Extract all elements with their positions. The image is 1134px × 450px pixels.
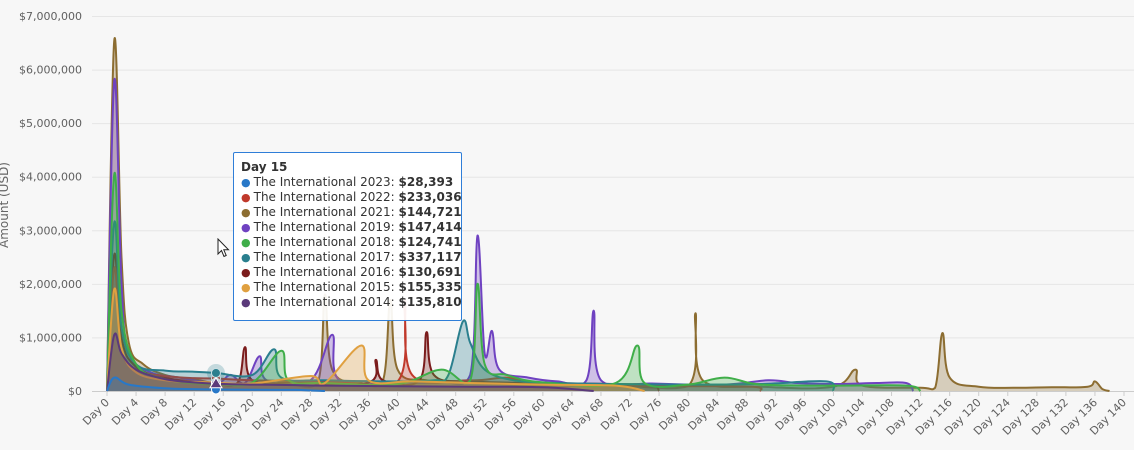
hover-markers [206, 363, 225, 395]
y-tick-label: $4,000,000 [19, 171, 82, 184]
series-area [107, 253, 660, 391]
y-tick-label: $6,000,000 [19, 64, 82, 77]
mouse-cursor-icon [217, 238, 230, 258]
tooltip-series-value: $147,414 [398, 220, 462, 234]
tooltip-series-name: The International 2015: [253, 280, 399, 294]
tooltip-series-name: The International 2014: [253, 295, 399, 309]
tooltip-row: ● The International 2021: $144,721 [241, 205, 462, 220]
tooltip-series-value: $28,393 [398, 175, 454, 189]
series-area [107, 333, 594, 391]
tooltip-row: ● The International 2019: $147,414 [241, 220, 462, 235]
tooltip-series-name: The International 2023: [253, 175, 399, 189]
tooltip-series-value: $130,691 [398, 265, 462, 279]
tooltip-series-value: $124,741 [398, 235, 462, 249]
series-dot-icon: ● [241, 266, 251, 279]
y-axis-title: Amount (USD) [0, 162, 11, 248]
tooltip-row: ● The International 2016: $130,691 [241, 265, 462, 280]
tooltip-series-name: The International 2017: [253, 250, 399, 264]
series-area [107, 78, 914, 391]
tooltip-row: ● The International 2017: $337,117 [241, 250, 462, 265]
tooltip-series-name: The International 2018: [253, 235, 399, 249]
tooltip: Day 15 ● The International 2023: $28,393 ●… [233, 152, 462, 321]
x-tick-label: Day 0 [80, 396, 112, 428]
hover-triangle-marker [209, 376, 223, 389]
y-tick-label: $3,000,000 [19, 224, 82, 237]
series-area [107, 221, 835, 391]
series-areas [106, 36, 1110, 392]
tooltip-series-name: The International 2022: [253, 190, 399, 204]
tooltip-series-name: The International 2016: [253, 265, 399, 279]
tooltip-series-name: The International 2019: [253, 220, 399, 234]
tooltip-series-value: $135,810 [398, 295, 462, 309]
series-the-international-2018 [106, 171, 922, 392]
tooltip-series-name: The International 2021: [253, 205, 399, 219]
series-dot-icon: ● [241, 206, 251, 219]
series-area [107, 172, 921, 391]
tooltip-series-value: $233,036 [398, 190, 462, 204]
series-dot-icon: ● [241, 281, 251, 294]
series-line [106, 171, 922, 392]
tooltip-series-value: $144,721 [398, 205, 462, 219]
series-area [107, 288, 645, 391]
tooltip-series-value: $337,117 [398, 250, 462, 264]
series-dot-icon: ● [241, 221, 251, 234]
series-line [106, 376, 325, 392]
y-tick-label: $1,000,000 [19, 331, 82, 344]
series-the-international-2019 [106, 77, 915, 392]
hover-halo [206, 363, 225, 382]
series-area [107, 377, 325, 391]
series-dot-icon: ● [241, 236, 251, 249]
series-dot-icon: ● [241, 176, 251, 189]
series-area [107, 267, 762, 391]
series-dot-icon: ● [241, 191, 251, 204]
y-tick-label: $0 [68, 385, 82, 398]
series-dot-icon: ● [241, 251, 251, 264]
tooltip-row: ● The International 2018: $124,741 [241, 235, 462, 250]
y-tick-label: $2,000,000 [19, 278, 82, 291]
series-the-international-2023 [106, 376, 325, 392]
y-tick-label: $7,000,000 [19, 10, 82, 23]
tooltip-row: ● The International 2015: $155,335 [241, 280, 462, 295]
tooltip-row: ● The International 2014: $135,810 [241, 295, 462, 310]
series-the-international-2014 [106, 332, 594, 392]
tooltip-title: Day 15 [241, 160, 288, 174]
y-tick-label: $5,000,000 [19, 117, 82, 130]
x-tick-label: Day 4 [109, 396, 141, 428]
tooltip-series-value: $155,335 [398, 280, 462, 294]
tooltip-rows: ● The International 2023: $28,393 ● The Int… [241, 175, 462, 310]
series-line [106, 77, 915, 392]
series-dot-icon: ● [241, 296, 251, 309]
y-axis: $0 $1,000,000 $2,000,000 $3,000,000 $4,000,0… [19, 10, 82, 398]
tooltip-row: ● The International 2023: $28,393 [241, 175, 454, 190]
series-line [106, 332, 594, 392]
tooltip-row: ● The International 2022: $233,036 [241, 190, 462, 205]
